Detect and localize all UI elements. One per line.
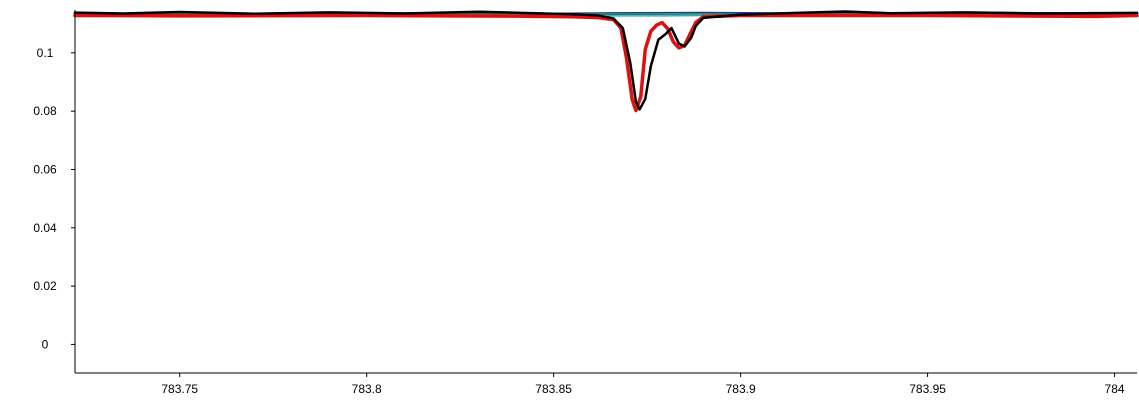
x-tick-label: 783.75 — [161, 382, 198, 396]
series-line-4 — [73, 13, 1139, 113]
y-tick-label: 0.06 — [33, 162, 57, 176]
y-tick-label: 0 — [42, 337, 49, 351]
x-tick-label: 783.9 — [726, 382, 756, 396]
y-tick-label: 0.02 — [33, 279, 57, 293]
x-axis-ticks: 783.75 783.8 783.85 783.9 783.95 784 — [161, 373, 1125, 396]
x-tick-label: 784 — [1105, 382, 1125, 396]
series-line-5 — [73, 10, 1139, 111]
axis-layer — [74, 10, 1137, 374]
y-tick-label: 0.04 — [33, 221, 57, 235]
y-axis-ticks: 0 0.02 0.04 0.06 0.08 0.1 — [33, 46, 75, 351]
series-layer — [73, 10, 1139, 113]
y-tick-label: 0.08 — [33, 104, 57, 118]
x-tick-label: 783.85 — [535, 382, 572, 396]
x-tick-label: 783.95 — [909, 382, 946, 396]
y-tick-label: 0.1 — [37, 46, 54, 60]
x-tick-label: 783.8 — [352, 382, 382, 396]
